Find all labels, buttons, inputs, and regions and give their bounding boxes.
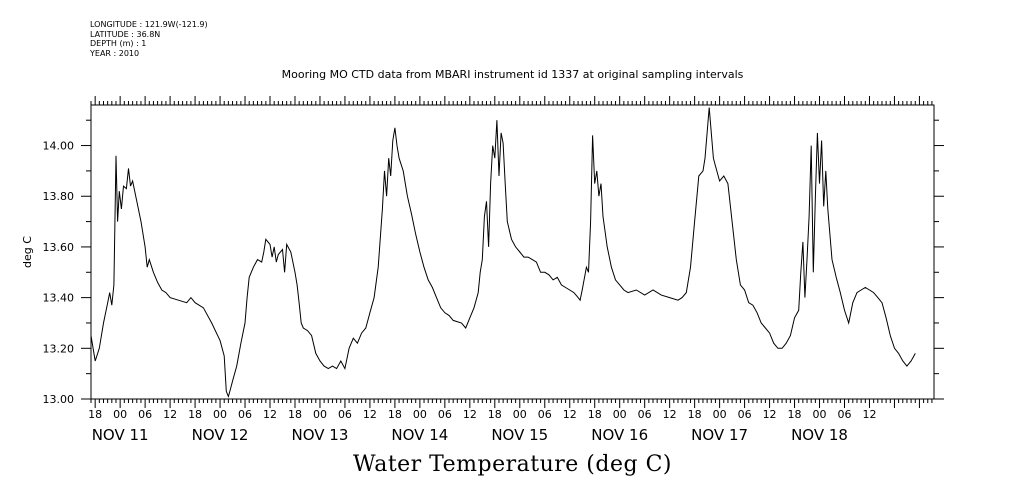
x-day-label: NOV 14 — [391, 426, 448, 444]
x-hour-label: 06 — [738, 408, 752, 421]
x-day-label: NOV 12 — [192, 426, 249, 444]
x-axis-label: Water Temperature (deg C) — [353, 452, 672, 477]
x-hour-label: 06 — [338, 408, 352, 421]
x-hour-label: 12 — [663, 408, 677, 421]
x-hour-label: 00 — [813, 408, 827, 421]
x-hour-label: 12 — [363, 408, 377, 421]
x-hour-label: 12 — [163, 408, 177, 421]
x-hour-label: 18 — [388, 408, 402, 421]
y-tick-label: 13.80 — [43, 190, 75, 203]
axis-ticks — [81, 96, 944, 408]
x-day-label: NOV 16 — [591, 426, 648, 444]
x-hour-label: 00 — [113, 408, 127, 421]
x-day-label: NOV 13 — [292, 426, 349, 444]
y-tick-label: 13.00 — [43, 393, 75, 406]
chart-title: Mooring MO CTD data from MBARI instrumen… — [281, 68, 744, 81]
x-hour-label: 12 — [263, 408, 277, 421]
year-label: YEAR : 2010 — [90, 48, 140, 58]
y-axis-label: deg C — [21, 236, 34, 268]
x-hour-label: 18 — [788, 408, 802, 421]
depth-label: DEPTH (m) : 1 — [90, 39, 147, 49]
x-hour-label: 00 — [413, 408, 427, 421]
x-day-label: NOV 15 — [491, 426, 548, 444]
water-temperature-line — [90, 107, 916, 399]
plot-frame — [90, 104, 935, 400]
y-tick-label: 13.60 — [43, 241, 75, 254]
x-hour-label: 06 — [538, 408, 552, 421]
y-tick-label: 13.40 — [43, 292, 75, 305]
x-hour-label: 06 — [238, 408, 252, 421]
x-hour-label: 00 — [513, 408, 527, 421]
y-tick-label: 13.20 — [43, 342, 75, 355]
x-hour-label: 06 — [638, 408, 652, 421]
x-hour-label: 00 — [713, 408, 727, 421]
location-metadata: LONGITUDE : 121.9W(-121.9) LATITUDE : 36… — [90, 20, 208, 58]
x-hour-label: 12 — [463, 408, 477, 421]
x-hour-label: 00 — [613, 408, 627, 421]
longitude-label: LONGITUDE : 121.9W(-121.9) — [90, 20, 208, 29]
x-hour-label: 18 — [88, 408, 102, 421]
x-hour-labels: 18 00 06 12 18 00 06 12 18 00 06 12 18 00 06 12 18 00 06 12… — [88, 408, 876, 421]
latitude-label: LATITUDE : 36.8N — [90, 29, 161, 39]
y-tick-labels: 13.00 13.20 13.40 13.60 13.80 14.00 — [43, 140, 75, 406]
x-hour-label: 12 — [763, 408, 777, 421]
y-tick-label: 14.00 — [43, 140, 75, 153]
x-day-label: NOV 11 — [92, 426, 149, 444]
x-hour-label: 18 — [188, 408, 202, 421]
x-day-labels: NOV 11 NOV 12 NOV 13 NOV 14 NOV 15 NOV 16 NOV … — [92, 426, 848, 444]
x-hour-label: 12 — [862, 408, 876, 421]
x-hour-label: 06 — [438, 408, 452, 421]
x-hour-label: 18 — [488, 408, 502, 421]
x-hour-label: 00 — [213, 408, 227, 421]
x-hour-label: 12 — [563, 408, 577, 421]
x-day-label: NOV 17 — [691, 426, 748, 444]
x-hour-label: 06 — [138, 408, 152, 421]
x-hour-label: 18 — [288, 408, 302, 421]
x-hour-label: 18 — [688, 408, 702, 421]
x-hour-label: 00 — [313, 408, 327, 421]
x-hour-label: 06 — [837, 408, 851, 421]
x-hour-label: 18 — [588, 408, 602, 421]
x-day-label: NOV 18 — [791, 426, 848, 444]
